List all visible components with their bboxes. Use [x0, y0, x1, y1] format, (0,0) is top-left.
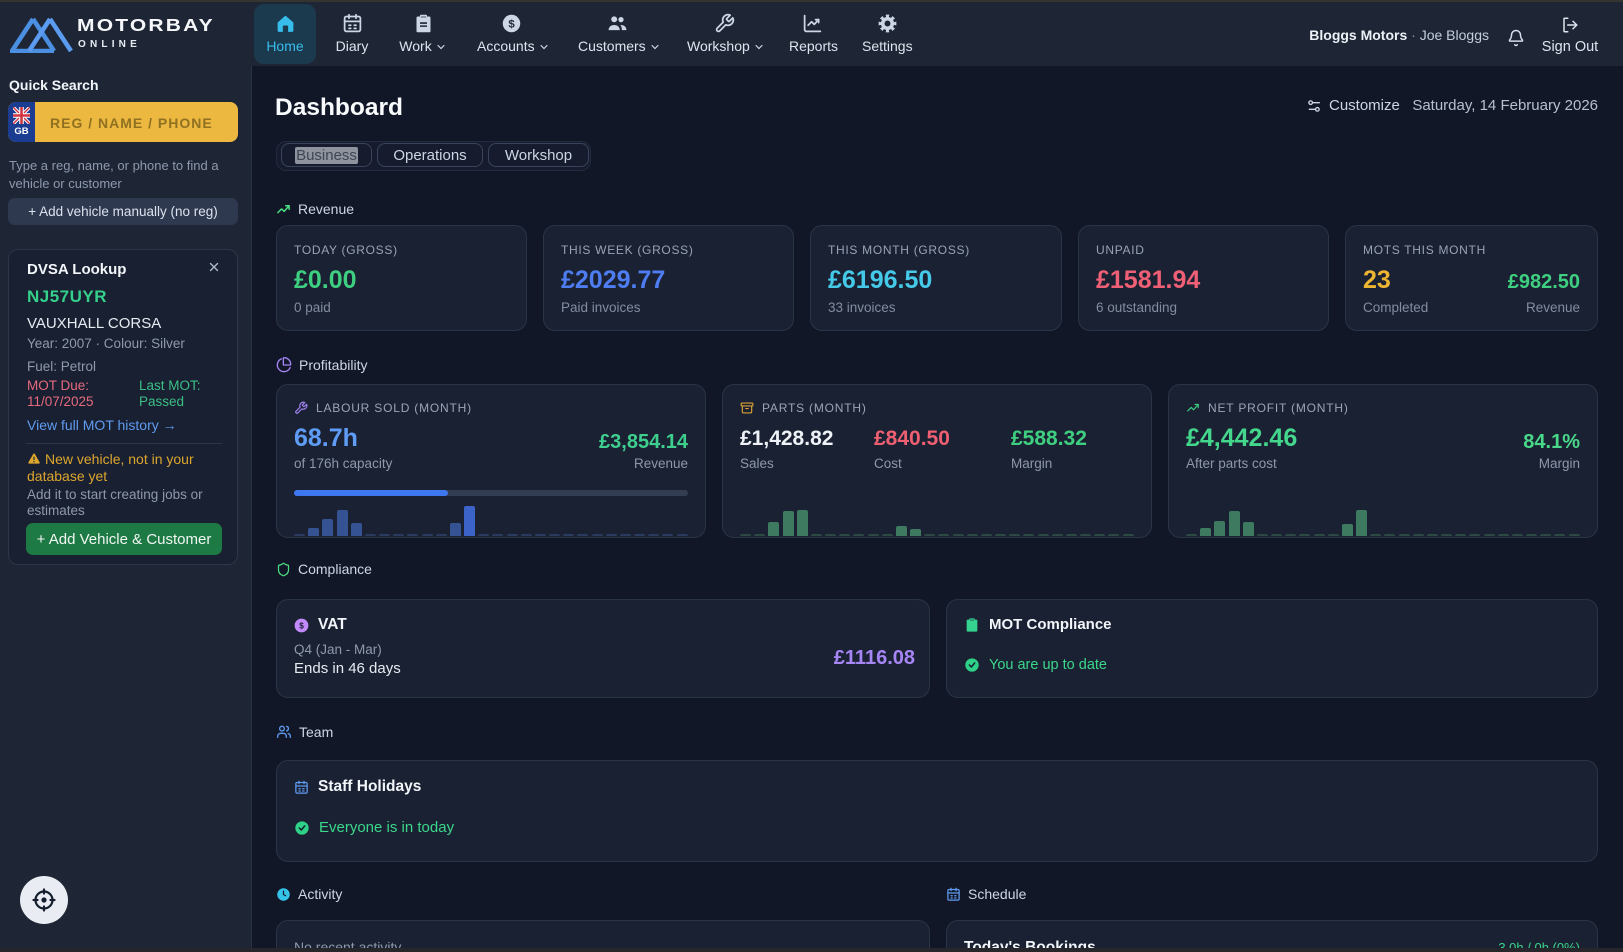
svg-text:$: $ [299, 621, 304, 630]
svg-text:$: $ [508, 18, 515, 30]
